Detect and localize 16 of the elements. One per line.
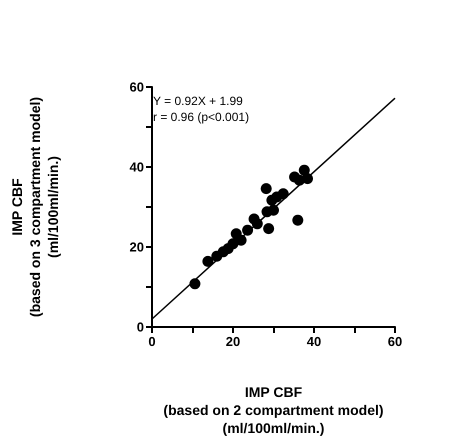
y-tick-label: 60 — [130, 80, 144, 94]
point — [263, 223, 274, 234]
y-tick-label: 20 — [130, 240, 144, 254]
x-tick-label: 40 — [306, 334, 322, 349]
point — [298, 164, 310, 176]
x-tick-label: 20 — [226, 334, 240, 349]
y-tick-label: 40 — [130, 160, 144, 174]
y-axis-title: IMP CBF (based on 3 compartment model) (ml/100ml/min.) — [9, 96, 61, 318]
point — [260, 183, 272, 194]
x-tick-label: 60 — [388, 334, 402, 349]
point — [202, 256, 214, 267]
x-tick-label: 0 — [148, 334, 156, 349]
annotation: Y = 0.92X + 1.99 r = 0.96 (p<0.001) — [153, 94, 250, 124]
x-axis-title: IMP CBF (based on 2 compartment model) (ml/100ml/min.) — [163, 384, 384, 436]
point — [292, 214, 304, 226]
y-tick-label: 0 — [136, 320, 144, 334]
